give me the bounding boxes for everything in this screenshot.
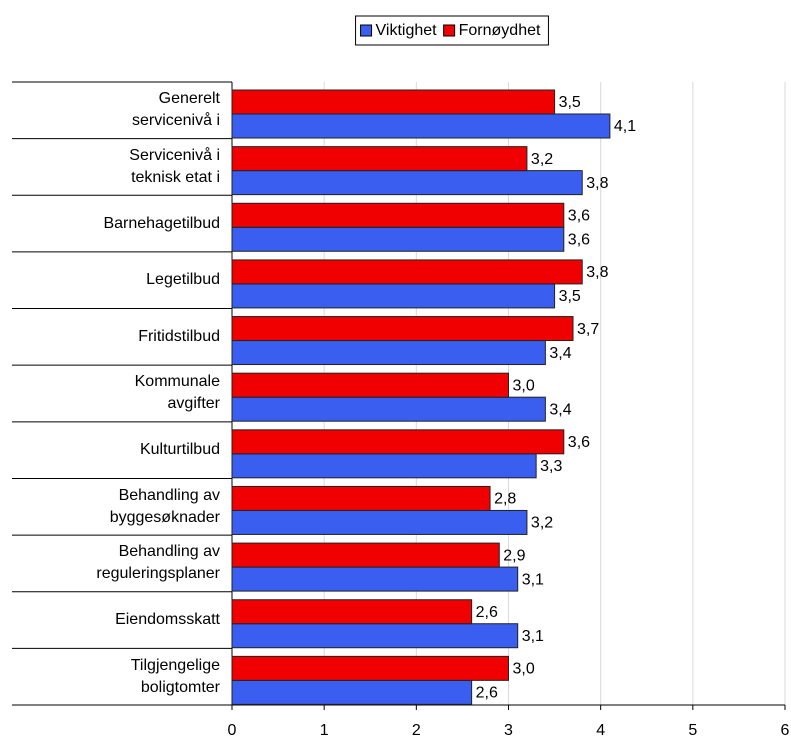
data-label: 3,6 bbox=[568, 231, 590, 248]
bar bbox=[231, 89, 556, 115]
data-label: 3,4 bbox=[549, 401, 571, 418]
bar bbox=[231, 372, 509, 398]
bar bbox=[231, 283, 556, 309]
legend-swatch bbox=[360, 24, 373, 37]
x-tick-label: 3 bbox=[504, 722, 513, 739]
x-tick-label: 1 bbox=[320, 722, 329, 739]
y-tick-label: Fritidstilbud bbox=[138, 327, 220, 345]
data-label: 2,6 bbox=[476, 604, 498, 621]
data-label: 3,7 bbox=[577, 321, 599, 338]
y-tick-label: Eiendomsskatt bbox=[115, 611, 220, 629]
bar bbox=[231, 170, 583, 196]
data-label: 3,0 bbox=[513, 377, 535, 394]
data-label: 3,6 bbox=[568, 207, 590, 224]
data-label: 3,2 bbox=[531, 151, 553, 168]
y-tick-label: Barnehagetilbud bbox=[103, 214, 220, 232]
bar bbox=[231, 429, 565, 455]
y-tick-label: Kommunale avgifter bbox=[134, 373, 220, 413]
bar bbox=[231, 453, 537, 479]
bar bbox=[231, 226, 565, 252]
data-label: 3,6 bbox=[568, 434, 590, 451]
bar bbox=[231, 679, 473, 705]
bar bbox=[231, 202, 565, 228]
bar bbox=[231, 509, 528, 535]
x-tick-label: 2 bbox=[412, 722, 421, 739]
bar bbox=[231, 542, 500, 568]
data-label: 2,6 bbox=[476, 685, 498, 702]
data-label: 3,8 bbox=[586, 264, 608, 281]
bar bbox=[231, 259, 583, 285]
bar bbox=[231, 599, 473, 625]
legend-label: Fornøydhet bbox=[459, 22, 541, 39]
data-label: 3,0 bbox=[513, 661, 535, 678]
legend-swatch bbox=[443, 24, 456, 37]
data-label: 3,4 bbox=[549, 345, 571, 362]
data-label: 3,2 bbox=[531, 515, 553, 532]
data-label: 4,1 bbox=[614, 118, 636, 135]
data-label: 3,1 bbox=[522, 571, 544, 588]
y-tick-label: Servicenivå i teknisk etat i bbox=[129, 146, 220, 186]
y-tick-label: Behandling av reguleringsplaner bbox=[96, 543, 220, 583]
bar bbox=[231, 340, 546, 366]
y-tick-label: Generelt servicenivå i bbox=[131, 90, 220, 130]
y-tick-label: Behandling av byggesøknader bbox=[109, 486, 220, 526]
x-tick-label: 6 bbox=[781, 722, 790, 739]
bar bbox=[231, 396, 546, 422]
bar bbox=[231, 316, 574, 342]
data-label: 3,8 bbox=[586, 175, 608, 192]
bar bbox=[231, 113, 611, 139]
x-tick-label: 0 bbox=[228, 722, 237, 739]
bar bbox=[231, 655, 509, 681]
data-label: 3,5 bbox=[559, 288, 581, 305]
x-tick-label: 5 bbox=[688, 722, 697, 739]
legend-label: Viktighet bbox=[376, 22, 438, 39]
y-tick-label: Tilgjengelige boligtomter bbox=[130, 656, 220, 696]
data-label: 3,1 bbox=[522, 628, 544, 645]
y-tick-label: Legetilbud bbox=[146, 271, 220, 289]
bar bbox=[231, 146, 528, 172]
data-label: 3,3 bbox=[540, 458, 562, 475]
bar bbox=[231, 485, 491, 511]
y-tick-label: Kulturtilbud bbox=[139, 441, 220, 459]
data-label: 2,9 bbox=[503, 547, 525, 564]
x-tick-label: 4 bbox=[596, 722, 605, 739]
bar bbox=[231, 623, 519, 649]
data-label: 3,5 bbox=[559, 94, 581, 111]
bar bbox=[231, 566, 519, 592]
data-label: 2,8 bbox=[494, 491, 516, 508]
